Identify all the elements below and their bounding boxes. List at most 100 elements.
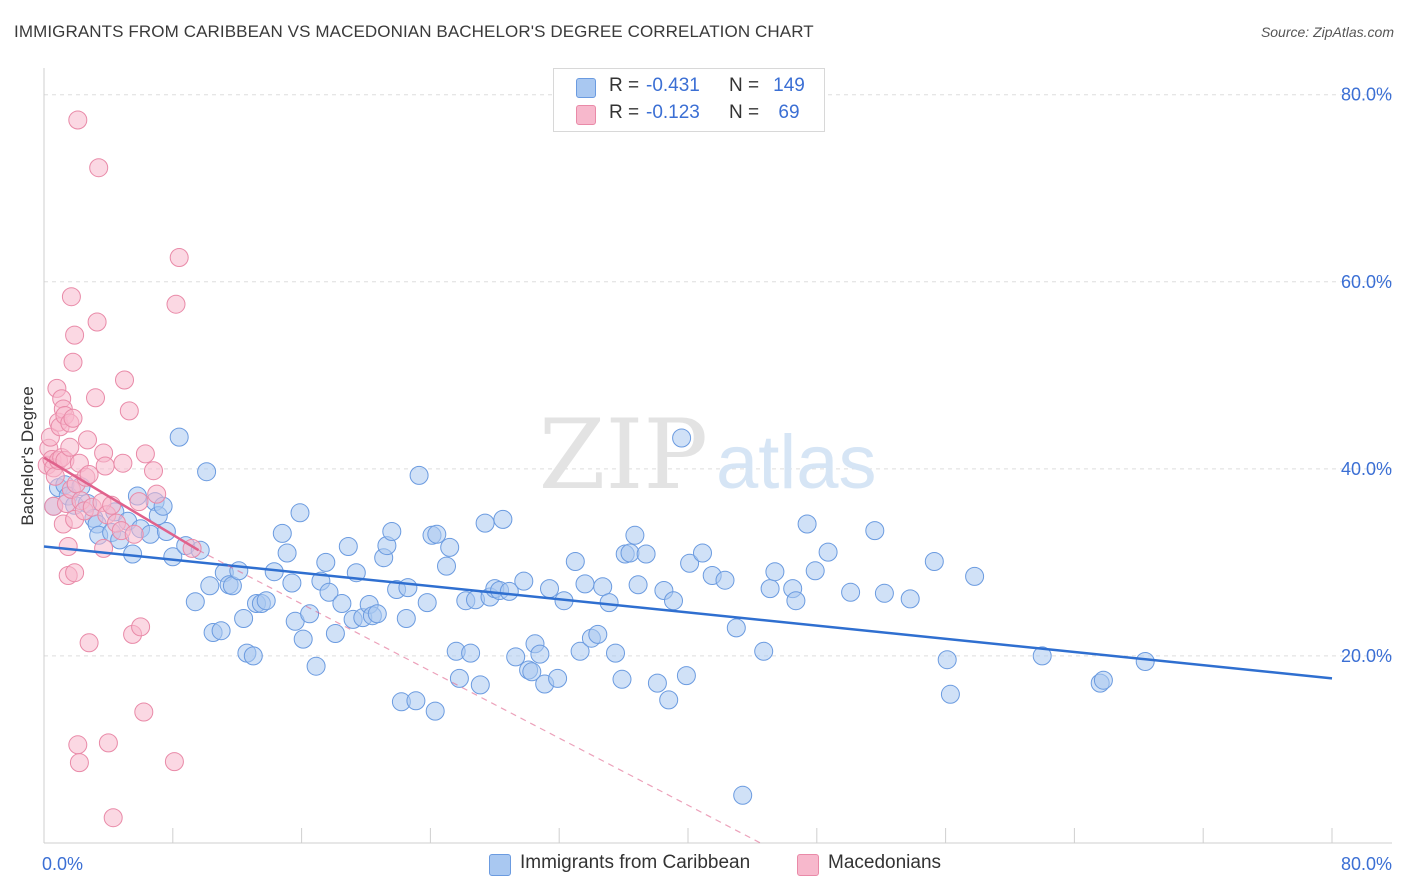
- caribbean-point: [693, 543, 712, 563]
- macedonian-point: [86, 388, 105, 408]
- caribbean-point: [530, 644, 550, 664]
- caribbean-point: [612, 669, 632, 689]
- caribbean-point: [197, 462, 217, 482]
- caribbean-point: [200, 576, 220, 596]
- macedonian-point: [164, 752, 184, 772]
- macedonian-point: [60, 437, 80, 457]
- y-tick-label: 60.0%: [1341, 272, 1392, 292]
- macedonian-point: [79, 633, 99, 653]
- caribbean-point: [900, 589, 920, 609]
- caribbean-point: [565, 552, 585, 571]
- caribbean-point: [506, 647, 526, 667]
- bottom-legend-label-caribbean: Immigrants from Caribbean: [520, 852, 751, 873]
- y-tick-label: 80.0%: [1341, 85, 1392, 105]
- macedonian-point: [63, 408, 83, 428]
- caribbean-point: [548, 668, 568, 688]
- caribbean-point: [300, 604, 320, 624]
- caribbean-point: [659, 690, 679, 710]
- macedonian-point: [129, 492, 149, 512]
- caribbean-point: [924, 552, 944, 571]
- caribbean-point: [1093, 670, 1113, 690]
- x-tick-label-max: 80.0%: [1341, 854, 1392, 874]
- caribbean-point: [406, 691, 426, 711]
- macedonian-point: [103, 808, 123, 828]
- caribbean-point: [636, 544, 656, 564]
- macedonian-point: [69, 753, 89, 773]
- caribbean-point: [425, 701, 445, 721]
- legend-n-value: 69: [778, 102, 800, 123]
- legend-r-label: R =: [609, 75, 640, 96]
- legend-r-label: R =: [609, 102, 640, 123]
- x-tick-label-min: 0.0%: [42, 854, 83, 874]
- legend-swatch-macedonian: [576, 105, 596, 125]
- y-axis-title: Bachelor's Degree: [18, 386, 37, 525]
- caribbean-point: [290, 503, 310, 523]
- macedonian-point: [98, 733, 118, 753]
- caribbean-point: [522, 662, 542, 682]
- bottom-legend-swatch-caribbean: [489, 854, 511, 876]
- macedonian-point: [78, 430, 97, 450]
- macedonian-point: [144, 461, 163, 481]
- macedonian-point: [95, 456, 115, 476]
- macedonian-point: [119, 401, 139, 421]
- legend-n-label: N =: [729, 75, 760, 96]
- caribbean-point: [805, 561, 825, 581]
- watermark-atlas: atlas: [716, 420, 877, 505]
- macedonian-point: [166, 294, 186, 314]
- caribbean-point: [715, 570, 735, 590]
- caribbean-point: [818, 542, 838, 562]
- caribbean-point: [754, 641, 774, 661]
- macedonian-point: [63, 352, 83, 372]
- macedonian-points: [37, 110, 202, 828]
- bottom-legend-label-macedonian: Macedonians: [828, 852, 942, 873]
- x-ticks: [172, 828, 1333, 843]
- y-tick-label: 40.0%: [1341, 459, 1392, 479]
- caribbean-point: [606, 643, 625, 663]
- caribbean-point: [316, 552, 336, 572]
- caribbean-point: [680, 553, 700, 573]
- legend-swatch-caribbean: [576, 78, 596, 98]
- caribbean-point: [272, 523, 292, 543]
- macedonian-point: [65, 325, 85, 345]
- caribbean-point: [672, 428, 692, 448]
- macedonian-point: [124, 524, 144, 544]
- caribbean-point: [277, 543, 297, 563]
- caribbean-point: [382, 522, 402, 541]
- legend-r-value: -0.123: [646, 102, 700, 123]
- watermark-zip: ZIP: [539, 399, 708, 511]
- caribbean-point: [865, 521, 885, 541]
- caribbean-point: [765, 562, 785, 582]
- caribbean-point: [409, 465, 429, 485]
- caribbean-point: [325, 624, 345, 643]
- watermark: ZIP atlas: [539, 399, 877, 511]
- macedonian-point: [147, 484, 167, 504]
- caribbean-point: [570, 641, 590, 661]
- caribbean-point: [475, 513, 495, 533]
- caribbean-point: [282, 573, 302, 593]
- grid-lines: [44, 94, 1392, 657]
- caribbean-point: [306, 656, 326, 676]
- caribbean-point: [470, 675, 490, 695]
- caribbean-point: [140, 524, 160, 544]
- legend-n-label: N =: [729, 102, 760, 123]
- caribbean-point: [169, 427, 189, 447]
- caribbean-point: [540, 579, 559, 599]
- caribbean-point: [319, 582, 339, 602]
- macedonian-trend-line: [43, 456, 200, 552]
- macedonian-point: [61, 287, 81, 307]
- caribbean-point: [588, 624, 608, 644]
- macedonian-point: [65, 563, 85, 583]
- caribbean-point: [1032, 646, 1052, 666]
- caribbean-trend-line: [43, 545, 1333, 680]
- caribbean-point: [499, 581, 519, 601]
- macedonian-point: [131, 617, 151, 637]
- trend-lines: [43, 456, 1333, 844]
- stats-legend: R = -0.431 N = 149 R = -0.123 N = 69: [553, 68, 825, 132]
- caribbean-point: [647, 673, 667, 693]
- caribbean-point: [1135, 652, 1155, 671]
- macedonian-point: [135, 444, 155, 464]
- caribbean-point: [575, 574, 595, 594]
- caribbean-point: [211, 621, 231, 641]
- caribbean-point: [676, 666, 696, 686]
